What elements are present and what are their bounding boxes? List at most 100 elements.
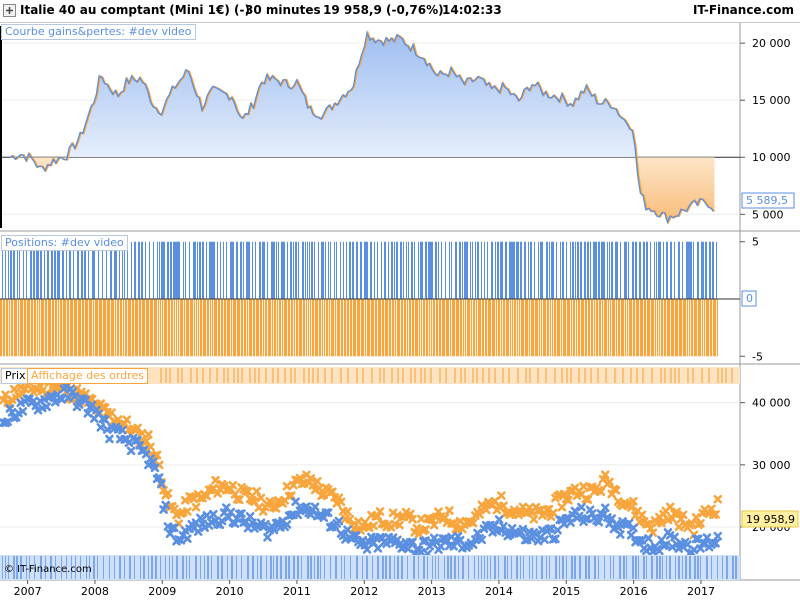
- long-position-bar: [44, 241, 45, 299]
- short-gap: [84, 299, 85, 357]
- short-gap: [5, 299, 6, 357]
- order-bottom-mark: [320, 556, 321, 579]
- order-mark: [324, 368, 326, 383]
- long-position-bar: [577, 241, 579, 299]
- long-position-bar: [98, 241, 99, 299]
- order-mark: [488, 368, 490, 383]
- short-gap: [295, 299, 296, 357]
- order-bottom-mark: [143, 556, 145, 579]
- short-gap: [94, 299, 95, 357]
- long-position-bar: [560, 241, 561, 299]
- order-bottom-mark: [273, 556, 274, 579]
- short-gap: [425, 299, 426, 357]
- short-gap: [98, 299, 99, 357]
- order-bottom-mark: [155, 556, 157, 579]
- short-gap: [462, 299, 463, 357]
- order-bottom-mark: [732, 556, 734, 579]
- order-marker-blue: [600, 503, 610, 513]
- order-bottom-mark: [407, 556, 408, 579]
- short-gap: [690, 299, 691, 357]
- order-bottom-mark: [301, 556, 302, 579]
- order-bottom-mark: [288, 556, 290, 579]
- pin-icon[interactable]: [3, 4, 16, 17]
- order-marker-orange: [211, 475, 220, 485]
- long-position-bar: [418, 241, 419, 299]
- long-position-bar: [54, 241, 56, 299]
- long-position-bar: [716, 241, 717, 299]
- order-marker-orange: [611, 485, 621, 495]
- short-gap: [686, 299, 687, 357]
- order-bottom-mark: [307, 556, 309, 579]
- long-position-bar: [391, 241, 393, 299]
- order-bottom-mark: [516, 556, 518, 579]
- order-marker-blue: [416, 547, 426, 557]
- order-marker-orange: [637, 510, 647, 520]
- long-position-bar: [33, 241, 35, 299]
- long-position-bar: [197, 241, 198, 299]
- order-marker-orange: [557, 502, 567, 512]
- long-position-bar: [678, 241, 680, 299]
- order-marker-orange: [343, 507, 352, 516]
- order-mark: [687, 368, 689, 383]
- long-position-bar: [232, 241, 234, 299]
- long-position-bar: [670, 241, 672, 299]
- long-position-bar: [509, 241, 511, 299]
- order-marker-blue: [105, 434, 114, 444]
- order-bottom-mark: [594, 556, 596, 579]
- order-bottom-mark: [444, 556, 445, 579]
- long-position-bar: [346, 241, 347, 299]
- short-gap: [701, 299, 702, 357]
- order-marker-orange: [674, 522, 684, 532]
- time-axis-label: 2015: [552, 585, 580, 598]
- order-bottom-mark: [134, 556, 135, 579]
- order-mark: [717, 368, 719, 383]
- short-gap: [524, 299, 525, 357]
- order-marker-orange: [315, 484, 324, 493]
- long-position-bar: [406, 241, 407, 299]
- short-gap: [414, 299, 415, 357]
- short-gap: [580, 299, 581, 357]
- order-marker-blue: [226, 507, 235, 517]
- order-marker-blue: [3, 417, 12, 427]
- long-position-bar: [236, 241, 238, 299]
- order-mark: [362, 368, 364, 383]
- order-marker-blue: [689, 545, 699, 555]
- long-position-bar: [102, 241, 103, 299]
- short-gap: [307, 299, 308, 357]
- equity-axis-label: 20 000: [752, 37, 791, 50]
- long-position-bar: [66, 241, 67, 299]
- order-marker-blue: [83, 409, 93, 418]
- short-gap: [209, 299, 210, 357]
- order-marker-blue: [436, 542, 445, 551]
- order-bottom-mark: [241, 556, 242, 579]
- short-gap: [566, 299, 567, 357]
- long-position-bar: [328, 241, 329, 299]
- short-gap: [318, 299, 319, 357]
- order-marker-orange: [146, 442, 155, 452]
- long-position-bar: [455, 241, 457, 299]
- order-marker-blue: [637, 536, 647, 545]
- price-pane-label[interactable]: Prix: [1, 368, 30, 384]
- short-gap: [712, 299, 713, 357]
- positions-pane-label[interactable]: Positions: #dev video: [1, 235, 128, 251]
- order-marker-orange: [235, 495, 244, 505]
- order-bottom-mark: [717, 556, 718, 579]
- order-mark: [678, 368, 680, 383]
- order-bottom-mark: [5, 556, 6, 579]
- short-gap: [396, 299, 397, 357]
- order-marker-orange: [107, 408, 116, 417]
- long-position-bar: [580, 241, 582, 299]
- order-bottom-mark: [2, 556, 3, 579]
- orders-pane-label[interactable]: Affichage des ordres: [27, 368, 148, 384]
- long-position-bar: [276, 241, 277, 299]
- long-position-bar: [520, 241, 522, 299]
- order-bottom-mark: [75, 556, 76, 579]
- order-marker-orange: [496, 491, 506, 500]
- long-position-bar: [255, 241, 256, 299]
- time-axis-label: 2014: [485, 585, 513, 598]
- long-position-bar: [540, 241, 542, 299]
- order-mark: [397, 368, 399, 383]
- equity-pane-label[interactable]: Courbe gains&pertes: #dev video: [1, 24, 196, 40]
- order-marker-orange: [137, 428, 147, 438]
